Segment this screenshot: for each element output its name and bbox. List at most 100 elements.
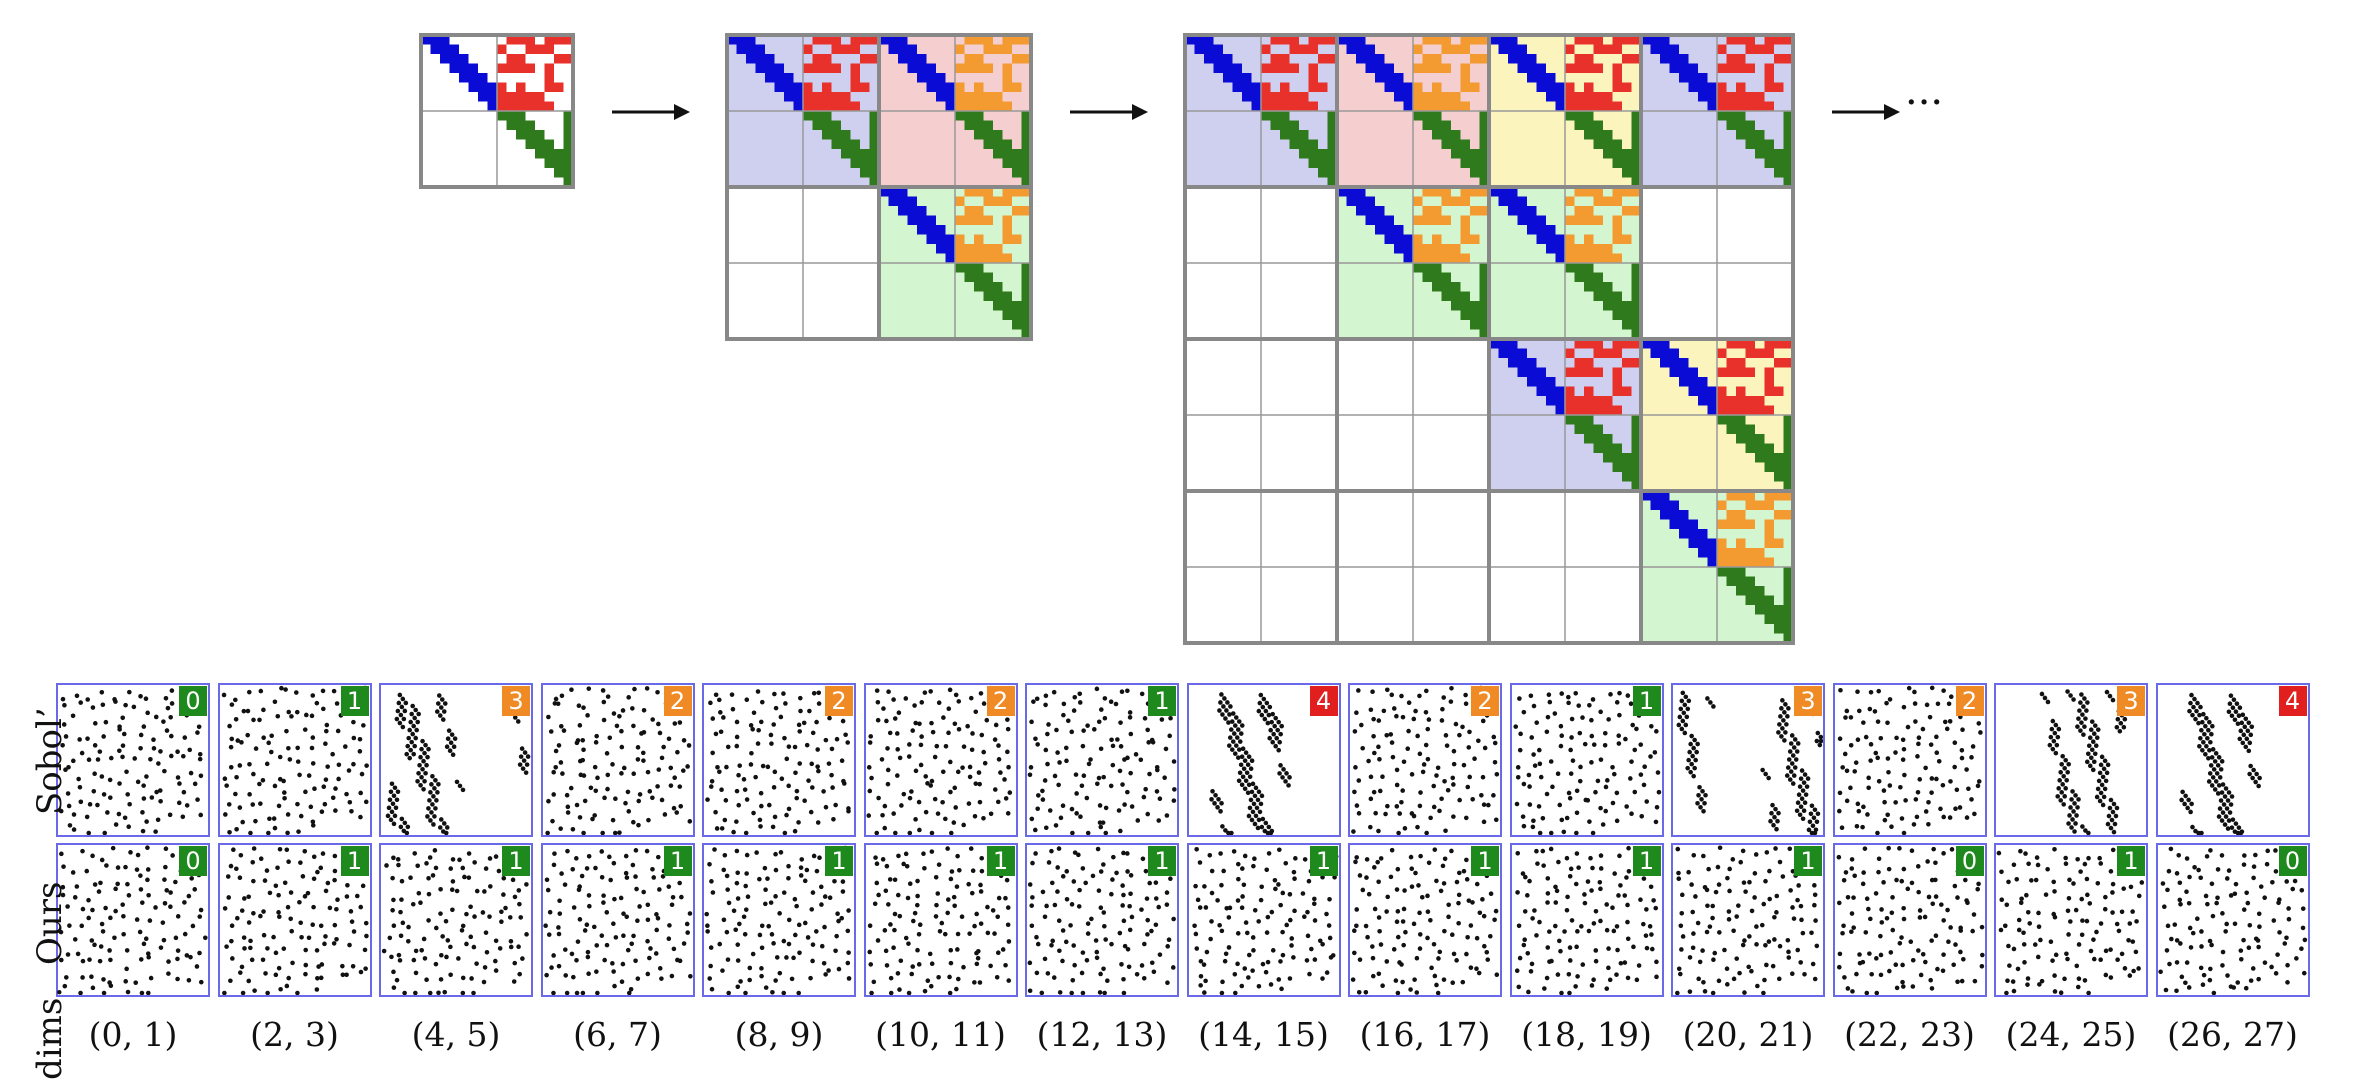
green-cell xyxy=(1736,415,1746,425)
green-cell xyxy=(1002,149,1012,159)
sample-point xyxy=(325,880,330,886)
sample-point xyxy=(929,961,934,967)
sample-point xyxy=(1446,902,1451,908)
green-cell xyxy=(1603,443,1613,453)
pattern-cell xyxy=(1289,101,1299,111)
pattern-cell xyxy=(1612,196,1622,206)
pattern-cell xyxy=(964,187,974,197)
sample-point xyxy=(2063,757,2068,763)
sample-point xyxy=(1476,970,1482,976)
sample-point xyxy=(1491,734,1497,740)
sample-point xyxy=(2054,742,2060,748)
pattern-cell xyxy=(1745,396,1755,406)
pattern-cell xyxy=(1745,367,1755,377)
blue-cell xyxy=(1517,215,1527,225)
sample-point xyxy=(1327,935,1332,941)
pattern-cell xyxy=(1593,367,1603,377)
sample-point xyxy=(2186,708,2192,714)
sample-point xyxy=(670,895,675,900)
pattern-cell xyxy=(1261,44,1271,54)
pattern-cell xyxy=(1764,82,1774,92)
sample-point xyxy=(2203,743,2209,749)
sample-point xyxy=(1244,930,1250,936)
sample-point xyxy=(332,853,337,859)
sample-point xyxy=(2228,893,2233,898)
sample-point xyxy=(2160,881,2165,886)
sample-point xyxy=(1118,744,1124,749)
sample-point xyxy=(154,789,159,795)
sample-point xyxy=(1290,955,1296,960)
pattern-cell xyxy=(1432,35,1442,45)
sample-point xyxy=(628,986,633,992)
sample-point xyxy=(1600,822,1605,827)
pattern-cell xyxy=(1413,44,1423,54)
sample-point xyxy=(666,923,672,928)
green-cell xyxy=(1451,282,1461,292)
sample-point xyxy=(2244,728,2250,734)
sample-point xyxy=(1262,716,1267,722)
blue-cell xyxy=(1698,82,1708,92)
sample-point xyxy=(2079,896,2085,902)
green-cell xyxy=(1631,443,1641,453)
sample-point xyxy=(272,699,277,705)
sample-point xyxy=(659,755,664,761)
sample-point xyxy=(1699,796,1704,802)
sample-point xyxy=(2068,693,2073,698)
sample-point xyxy=(1449,932,1455,938)
pattern-cell xyxy=(1774,491,1784,501)
sample-point xyxy=(1566,971,1571,977)
sample-point xyxy=(1656,789,1661,795)
pattern-cell xyxy=(822,92,832,102)
sample-point xyxy=(415,778,420,784)
pattern-cell xyxy=(1451,101,1461,111)
sample-point xyxy=(756,727,761,733)
green-cell xyxy=(1460,301,1470,311)
sample-point xyxy=(2246,945,2251,950)
green-cell xyxy=(1622,310,1632,320)
sample-point xyxy=(2210,775,2216,780)
sample-point xyxy=(1368,796,1374,802)
pattern-cell xyxy=(1270,101,1280,111)
sample-point xyxy=(258,856,264,862)
sample-point xyxy=(1250,935,1256,940)
sample-point xyxy=(335,776,341,782)
sample-point xyxy=(1395,934,1401,940)
sample-point xyxy=(1975,721,1981,726)
sample-point xyxy=(1171,916,1176,922)
sample-point xyxy=(1056,846,1062,851)
sample-point xyxy=(283,728,289,734)
sample-point xyxy=(684,921,689,927)
quality-badge: 0 xyxy=(179,686,207,716)
sample-point xyxy=(880,706,886,711)
sample-point xyxy=(198,907,204,913)
sample-point xyxy=(128,850,133,855)
sample-point xyxy=(1749,908,1755,914)
sample-point xyxy=(1682,702,1688,708)
sample-point xyxy=(1591,921,1596,926)
sample-point xyxy=(1996,850,2002,856)
sample-point xyxy=(686,819,692,824)
sample-point xyxy=(875,717,880,723)
sample-point xyxy=(284,983,289,989)
sample-point xyxy=(388,789,394,795)
sample-point xyxy=(436,693,442,698)
sample-point xyxy=(1605,965,1611,971)
sample-point xyxy=(1071,943,1077,948)
quality-badge: 1 xyxy=(1148,846,1176,876)
sample-point xyxy=(555,701,560,707)
sample-point xyxy=(1889,910,1894,916)
sample-point xyxy=(1408,987,1413,992)
sample-point xyxy=(1266,712,1271,718)
sample-point xyxy=(545,714,551,720)
sample-point xyxy=(1589,733,1594,739)
pattern-cell xyxy=(1736,386,1746,396)
sample-point xyxy=(2198,929,2204,934)
sample-point xyxy=(1558,733,1564,738)
sample-point xyxy=(713,692,719,698)
green-cell xyxy=(1002,310,1012,320)
sample-point xyxy=(1544,900,1550,905)
sample-point xyxy=(245,894,251,900)
sample-point xyxy=(1853,971,1859,977)
sample-point xyxy=(1384,687,1390,693)
sample-point xyxy=(1272,743,1278,749)
